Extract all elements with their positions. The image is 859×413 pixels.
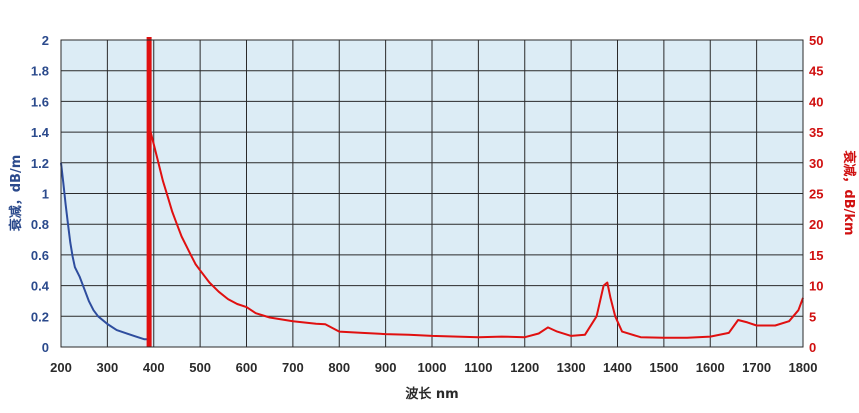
y-left-tick-label: 0.8 — [31, 217, 49, 232]
x-tick-label: 1300 — [557, 360, 586, 375]
y-left-tick-label: 1 — [42, 187, 49, 202]
x-tick-label: 500 — [189, 360, 211, 375]
x-axis-ticks: 200 300 400 500 600 700 800 900 1000 1100 1200 1300… — [50, 360, 817, 375]
y-axis-right-label: 衰减，dB/km — [841, 149, 857, 235]
x-tick-label: 1200 — [510, 360, 539, 375]
series-line-dbkm — [148, 125, 804, 339]
y-left-tick-label: 0.4 — [31, 279, 50, 294]
y-right-tick-label: 30 — [809, 156, 823, 171]
y-left-tick-label: 1.8 — [31, 64, 49, 79]
y-right-tick-label: 50 — [809, 33, 823, 48]
x-tick-label: 800 — [328, 360, 350, 375]
y-left-tick-label: 2 — [42, 33, 49, 48]
y-right-tick-label: 5 — [809, 309, 816, 324]
x-tick-label: 1600 — [696, 360, 725, 375]
series-line-dbm — [60, 162, 150, 341]
x-tick-label: 1000 — [418, 360, 447, 375]
x-tick-label: 200 — [50, 360, 72, 375]
x-axis-label: 波长 nm — [405, 386, 458, 402]
x-tick-label: 700 — [282, 360, 304, 375]
left-axis-ticks: 0 0.2 0.4 0.6 0.8 1 1.2 1.4 1.6 1.8 2 — [31, 33, 50, 355]
y-left-tick-label: 1.4 — [31, 125, 50, 140]
y-right-tick-label: 35 — [809, 125, 823, 140]
series-layer — [60, 125, 804, 341]
y-left-tick-label: 1.2 — [31, 156, 49, 171]
y-left-tick-label: 1.6 — [31, 94, 49, 109]
x-tick-label: 1500 — [649, 360, 678, 375]
x-tick-label: 900 — [375, 360, 397, 375]
x-tick-label: 1400 — [603, 360, 632, 375]
x-tick-label: 400 — [143, 360, 165, 375]
plot-frame — [60, 39, 804, 348]
x-tick-label: 1700 — [742, 360, 771, 375]
x-tick-label: 300 — [97, 360, 119, 375]
y-right-tick-label: 10 — [809, 279, 823, 294]
x-tick-label: 1800 — [789, 360, 818, 375]
y-right-tick-label: 0 — [809, 340, 816, 355]
y-right-tick-label: 40 — [809, 94, 823, 109]
y-left-tick-label: 0.2 — [31, 309, 49, 324]
y-right-tick-label: 15 — [809, 248, 823, 263]
y-right-tick-label: 45 — [809, 64, 823, 79]
x-tick-label: 600 — [236, 360, 258, 375]
y-right-tick-label: 25 — [809, 187, 823, 202]
y-left-tick-label: 0.6 — [31, 248, 49, 263]
y-right-tick-label: 20 — [809, 217, 823, 232]
y-axis-left-label: 衰减，dB/m — [8, 155, 24, 233]
right-axis-ticks: 0 5 10 15 20 25 30 35 40 45 50 — [809, 33, 823, 355]
x-tick-label: 1100 — [464, 360, 492, 375]
y-left-tick-label: 0 — [42, 340, 49, 355]
